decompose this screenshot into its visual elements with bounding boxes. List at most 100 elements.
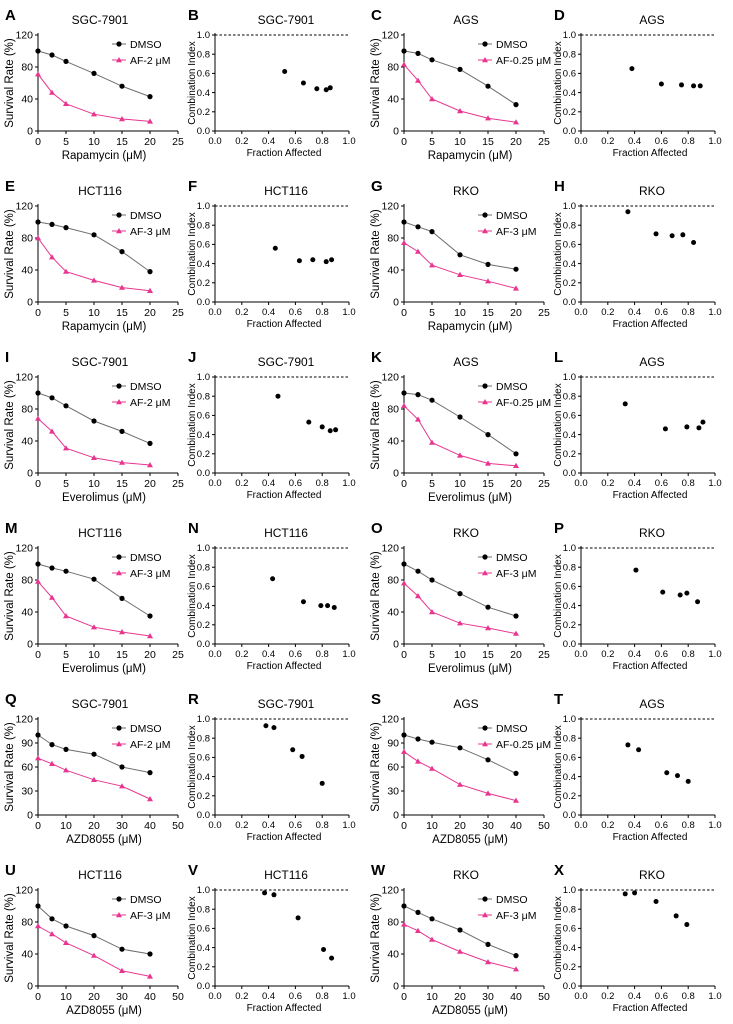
x-tick-label: 20 [510, 649, 522, 661]
chart-title: RKO [639, 868, 665, 882]
legend-label: DMSO [130, 210, 162, 222]
y-axis-label: Survival Rate (%) [4, 209, 16, 299]
data-point-dmso [119, 595, 125, 601]
x-tick-label: 0.0 [574, 307, 587, 318]
panel-f: F HCT116 0.0 0.2 0.4 0.6 0.8 1.0 0.0 0.2 0.4 0.6 0.8… [187, 178, 356, 330]
y-tick-label: 0 [393, 297, 399, 309]
x-tick-label: 30 [116, 991, 128, 1003]
data-point-ci [653, 231, 659, 237]
data-point-ci [327, 428, 333, 434]
data-point-af [35, 923, 41, 929]
x-tick-label: 10 [426, 820, 438, 832]
data-point-dmso [415, 392, 421, 398]
panel-k: K AGS 0 40 80 120 0 5 10 15 20 25 Everolimus (μM) Sur… [370, 349, 551, 504]
legend-marker-dmso [482, 725, 488, 731]
x-tick-label: 20 [144, 136, 156, 148]
legend-marker-dmso [482, 41, 488, 47]
x-tick-label: 10 [88, 136, 100, 148]
series-line-af [403, 923, 517, 970]
x-tick-label: 1.0 [708, 991, 721, 1002]
y-tick-label: 80 [21, 404, 33, 416]
data-point-dmso [513, 613, 519, 619]
legend-label: DMSO [130, 552, 162, 564]
x-tick-label: 20 [144, 478, 156, 490]
y-tick-label: 0.2 [197, 449, 210, 460]
data-point-ci [323, 87, 329, 93]
y-axis-label: Survival Rate (%) [4, 893, 16, 983]
x-tick-label: 0 [35, 991, 41, 1003]
data-point-dmso [401, 561, 407, 567]
panel-label: E [5, 178, 15, 195]
y-tick-label: 0.6 [563, 582, 576, 593]
legend-label: AF-3 μM [496, 910, 536, 922]
data-point-af [429, 609, 435, 615]
data-point-ci [300, 80, 306, 86]
data-point-dmso [63, 746, 69, 752]
data-point-af [63, 939, 69, 945]
data-point-af [457, 108, 463, 114]
y-tick-label: 0.8 [563, 220, 576, 231]
data-point-af [63, 445, 69, 451]
panel-r: R SGC-7901 0.0 0.2 0.4 0.6 0.8 1.0 0.0 0.2 0.4 0.6 0… [187, 691, 356, 843]
data-point-af [63, 268, 69, 274]
chart-title: AGS [639, 355, 664, 369]
x-tick-label: 1.0 [342, 307, 355, 318]
series-line-af [403, 242, 517, 289]
y-tick-label: 0.2 [563, 107, 576, 118]
y-tick-label: 120 [15, 543, 33, 555]
chart-title: RKO [639, 526, 665, 540]
x-tick-label: 0.8 [316, 991, 329, 1002]
x-tick-label: 5 [63, 307, 69, 319]
chart-title: RKO [639, 184, 665, 198]
y-tick-label: 0.8 [563, 391, 576, 402]
x-tick-label: 0 [401, 136, 407, 148]
x-axis-label: Rapamycin (μM) [62, 150, 147, 162]
x-tick-label: 0.4 [262, 820, 275, 831]
data-point-ci [684, 922, 690, 928]
y-tick-label: 30 [387, 786, 399, 798]
series-line-af [37, 757, 151, 800]
data-point-af [119, 459, 125, 465]
x-tick-label: 5 [63, 136, 69, 148]
x-tick-label: 0.0 [208, 991, 221, 1002]
x-tick-label: 0.4 [262, 307, 275, 318]
data-point-af [119, 783, 125, 789]
data-point-dmso [63, 403, 69, 409]
panel-s: S AGS 0 30 60 90 120 0 10 20 30 40 50 AZD8055 (μM) Sur… [370, 691, 551, 846]
legend-label: DMSO [496, 381, 528, 393]
legend-marker-dmso [116, 896, 122, 902]
x-tick-label: 10 [60, 991, 72, 1003]
legend-marker-af [482, 228, 488, 234]
x-axis-label: Fraction Affected [247, 148, 322, 159]
data-point-af [415, 416, 421, 422]
series-line-dmso [37, 734, 151, 774]
y-tick-label: 0.2 [563, 791, 576, 802]
x-axis-label: Fraction Affected [247, 1003, 322, 1014]
x-tick-label: 0 [35, 649, 41, 661]
data-point-af [401, 239, 407, 245]
series-line-af [37, 237, 151, 292]
data-point-dmso [457, 66, 463, 72]
x-tick-label: 0.6 [289, 478, 302, 489]
panel-label: K [371, 349, 382, 366]
y-tick-label: 80 [21, 233, 33, 245]
x-tick-label: 0 [401, 991, 407, 1003]
y-axis-label: Combination Index [187, 896, 198, 979]
chart-title: HCT116 [264, 868, 308, 882]
legend-label: AF-2 μM [130, 739, 170, 751]
y-axis-label: Combination Index [187, 554, 198, 637]
y-tick-label: 0.2 [563, 962, 576, 973]
data-point-dmso [147, 269, 153, 275]
data-point-af [485, 460, 491, 466]
legend-marker-af [482, 399, 488, 405]
data-point-ci [282, 68, 288, 74]
data-point-dmso [147, 94, 153, 100]
data-point-af [91, 277, 97, 283]
y-tick-label: 0.4 [563, 601, 576, 612]
chart-title: SGC-7901 [258, 355, 315, 369]
chart-title: AGS [639, 697, 664, 711]
x-tick-label: 1.0 [342, 136, 355, 147]
data-point-af [429, 96, 435, 102]
y-tick-label: 0.8 [197, 904, 210, 915]
data-point-af [119, 629, 125, 635]
